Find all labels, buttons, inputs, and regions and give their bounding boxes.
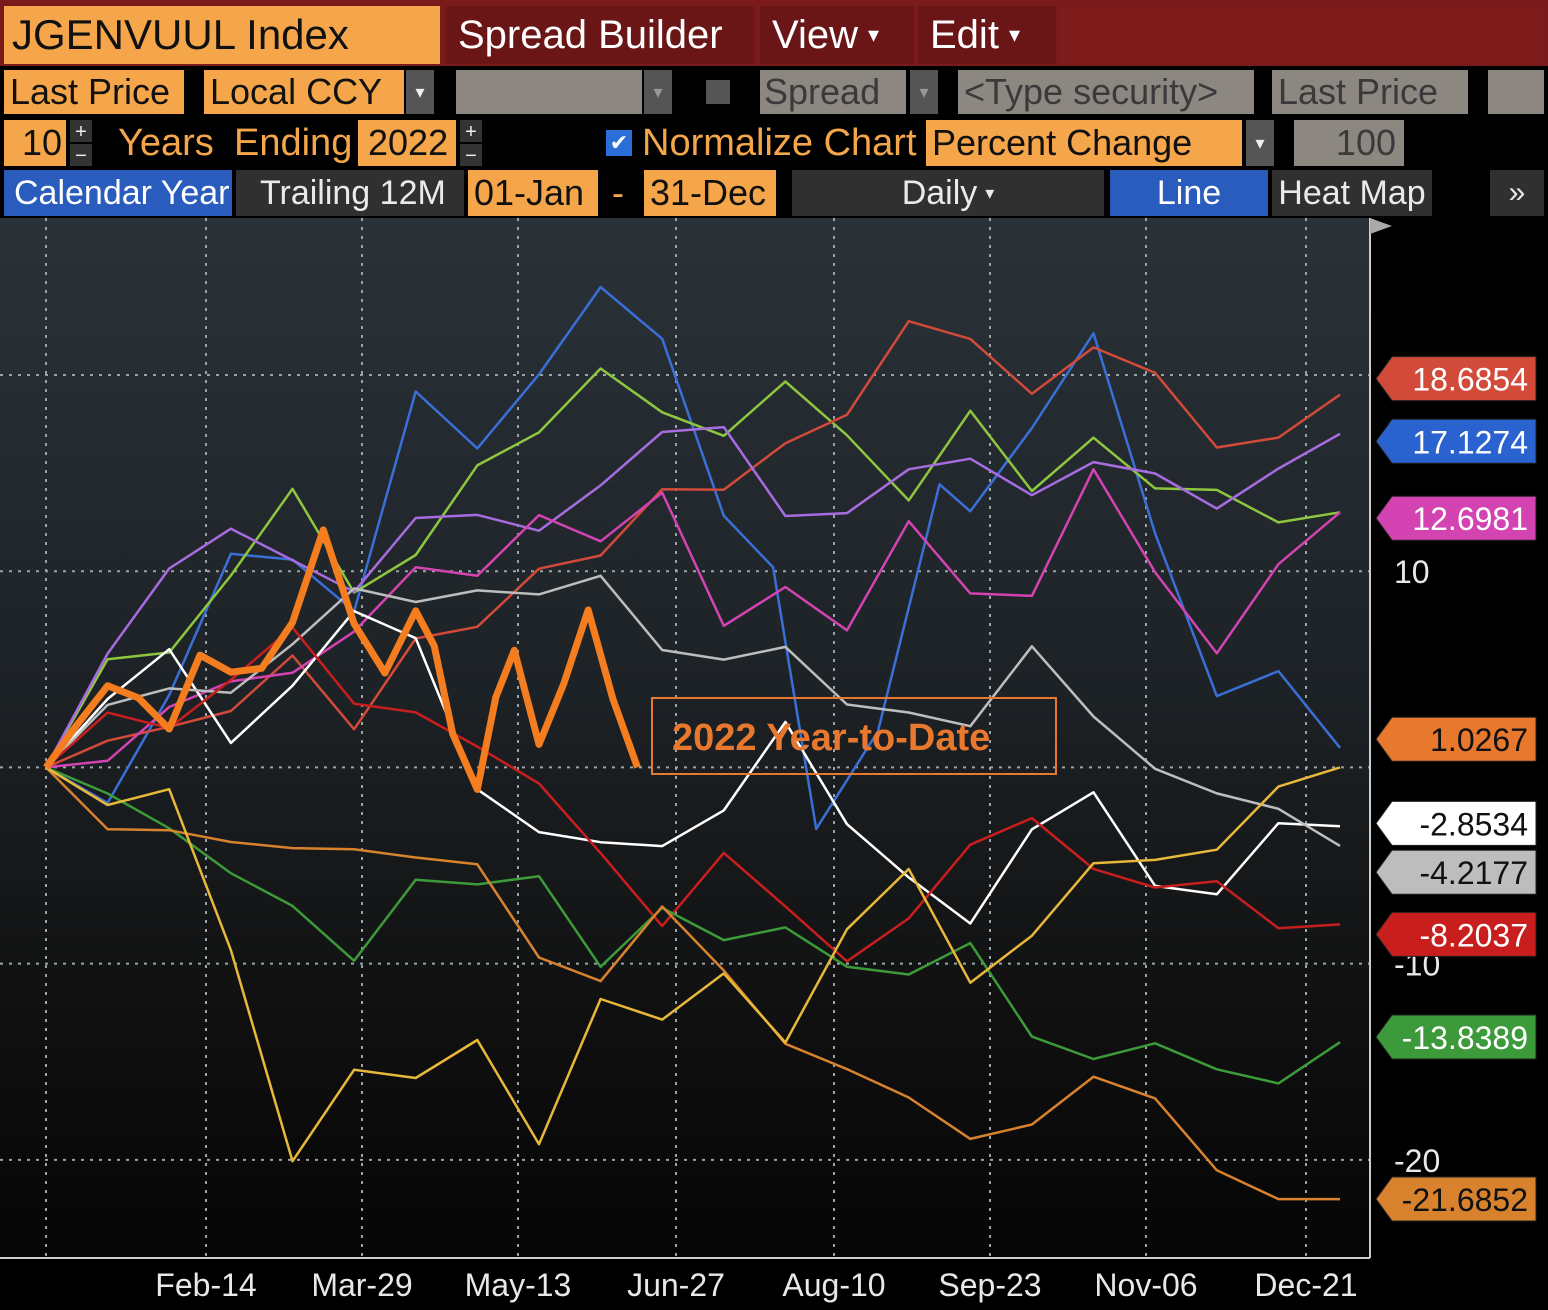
normalize-label: Normalize Chart: [642, 122, 917, 164]
ending-decrement-icon[interactable]: −: [460, 144, 482, 167]
ending-increment-icon[interactable]: +: [460, 120, 482, 143]
spread-checkbox[interactable]: [706, 80, 730, 104]
y-tick-label: 10: [1394, 554, 1430, 590]
price-field-2[interactable]: Last Price: [1272, 70, 1468, 114]
end-label-text: -2.8534: [1419, 806, 1528, 842]
end-value-labels: 18.6854 17.1274 12.6981 1.0267 -2.8534 -4.217…: [1375, 356, 1537, 1222]
currency-dropdown-icon[interactable]: ▾: [406, 70, 434, 114]
x-tick-label: Feb-14: [155, 1267, 256, 1303]
tab-trailing-12m[interactable]: Trailing 12M: [236, 170, 464, 216]
ticker-field[interactable]: JGENVUUL Index: [4, 6, 440, 64]
series-line-8: [45, 766, 1341, 1085]
x-tick-label: Aug-10: [782, 1267, 885, 1303]
extra-field[interactable]: [1488, 70, 1544, 114]
end-label-text: 12.6981: [1412, 501, 1528, 537]
end-label: -8.2037: [1375, 911, 1537, 957]
x-tick-label: May-13: [465, 1267, 572, 1303]
empty-dropdown-icon[interactable]: ▾: [644, 70, 672, 114]
end-label: -21.6852: [1375, 1176, 1537, 1222]
tab-heat-map[interactable]: Heat Map: [1272, 170, 1432, 216]
mode-select[interactable]: Percent Change: [926, 120, 1242, 166]
years-label: Years: [118, 122, 214, 164]
edit-caret-icon: ▾: [1008, 22, 1020, 47]
title-bar-fill: [1060, 6, 1544, 64]
end-label-text: 18.6854: [1412, 362, 1528, 398]
series-line-3: [44, 425, 1341, 768]
end-date-input[interactable]: 31-Dec: [644, 170, 776, 216]
years-decrement-icon[interactable]: −: [70, 144, 92, 167]
view-menu[interactable]: View ▾: [760, 6, 914, 64]
years-increment-icon[interactable]: +: [70, 120, 92, 143]
series-line-9: [45, 766, 1340, 1201]
view-label: View: [772, 13, 858, 57]
series-line-4: [45, 468, 1341, 769]
series-line-10: [45, 766, 1341, 1163]
end-label-text: 1.0267: [1430, 722, 1528, 758]
end-label-text: -13.8389: [1402, 1020, 1528, 1056]
x-tick-label: Nov-06: [1094, 1267, 1197, 1303]
x-tick-label: Dec-21: [1254, 1267, 1357, 1303]
edit-label: Edit: [930, 13, 999, 57]
start-date-input[interactable]: 01-Jan: [468, 170, 598, 216]
frequency-label: Daily: [901, 174, 978, 212]
ending-year-input[interactable]: 2022: [358, 120, 456, 166]
spread-dropdown-icon[interactable]: ▾: [910, 70, 938, 114]
security-input[interactable]: <Type security>: [958, 70, 1254, 114]
annotation-box: 2022 Year-to-Date: [651, 697, 1057, 775]
series-line-2: [45, 319, 1341, 769]
empty-select[interactable]: [456, 70, 642, 114]
spread-select[interactable]: Spread: [760, 70, 906, 114]
mode-dropdown-icon[interactable]: ▾: [1246, 120, 1274, 166]
end-label-text: 17.1274: [1412, 424, 1528, 460]
ending-label: Ending: [234, 122, 353, 164]
edit-menu[interactable]: Edit ▾: [918, 6, 1056, 64]
years-input[interactable]: 10: [4, 120, 66, 166]
series-line-5: [45, 609, 1341, 925]
tab-line[interactable]: Line: [1110, 170, 1268, 216]
view-caret-icon: ▾: [867, 22, 880, 47]
y-tick-label: -20: [1394, 1143, 1440, 1179]
more-icon[interactable]: »: [1490, 170, 1544, 216]
end-label: 18.6854: [1375, 356, 1537, 402]
end-label-text: -4.2177: [1419, 855, 1528, 891]
spread-builder-menu[interactable]: Spread Builder: [446, 6, 754, 64]
end-label: 17.1274: [1375, 418, 1537, 464]
base-value-input[interactable]: 100: [1294, 120, 1404, 166]
x-tick-label: Mar-29: [311, 1267, 412, 1303]
series-line-1: [44, 367, 1341, 769]
price-field-1[interactable]: Last Price: [4, 70, 184, 114]
tab-calendar-year[interactable]: Calendar Year: [4, 170, 232, 216]
series-line-0: [45, 285, 1341, 831]
annotation-text: 2022 Year-to-Date: [672, 717, 990, 759]
normalize-checkbox[interactable]: ✔: [606, 130, 632, 156]
y-axis-arrow-icon: [1370, 218, 1392, 234]
frequency-caret-icon: ▾: [985, 183, 995, 203]
end-label: -13.8389: [1375, 1014, 1537, 1060]
end-label: 12.6981: [1375, 495, 1537, 541]
date-separator: -: [612, 172, 624, 213]
x-tick-label: Jun-27: [627, 1267, 725, 1303]
end-label: -4.2177: [1375, 849, 1537, 895]
grid-lines: [0, 218, 1370, 1258]
series-lines: [43, 285, 1341, 1201]
series-line-7: [45, 626, 1341, 963]
series-line-11: [43, 526, 641, 793]
x-tick-label: Sep-23: [938, 1267, 1041, 1303]
performance-chart: 2010-10-20 Feb-14Mar-29May-13Jun-27Aug-1…: [0, 218, 1537, 1303]
end-label: 1.0267: [1375, 716, 1537, 762]
currency-select[interactable]: Local CCY: [204, 70, 404, 114]
x-axis: Feb-14 Mar-29 May-13 Jun-27 Aug-10 Sep-23 Nov-…: [0, 1257, 1370, 1303]
frequency-select[interactable]: Daily ▾: [792, 170, 1104, 216]
end-label-text: -21.6852: [1402, 1182, 1528, 1218]
end-label: -2.8534: [1375, 800, 1537, 846]
end-label-text: -8.2037: [1419, 917, 1528, 953]
